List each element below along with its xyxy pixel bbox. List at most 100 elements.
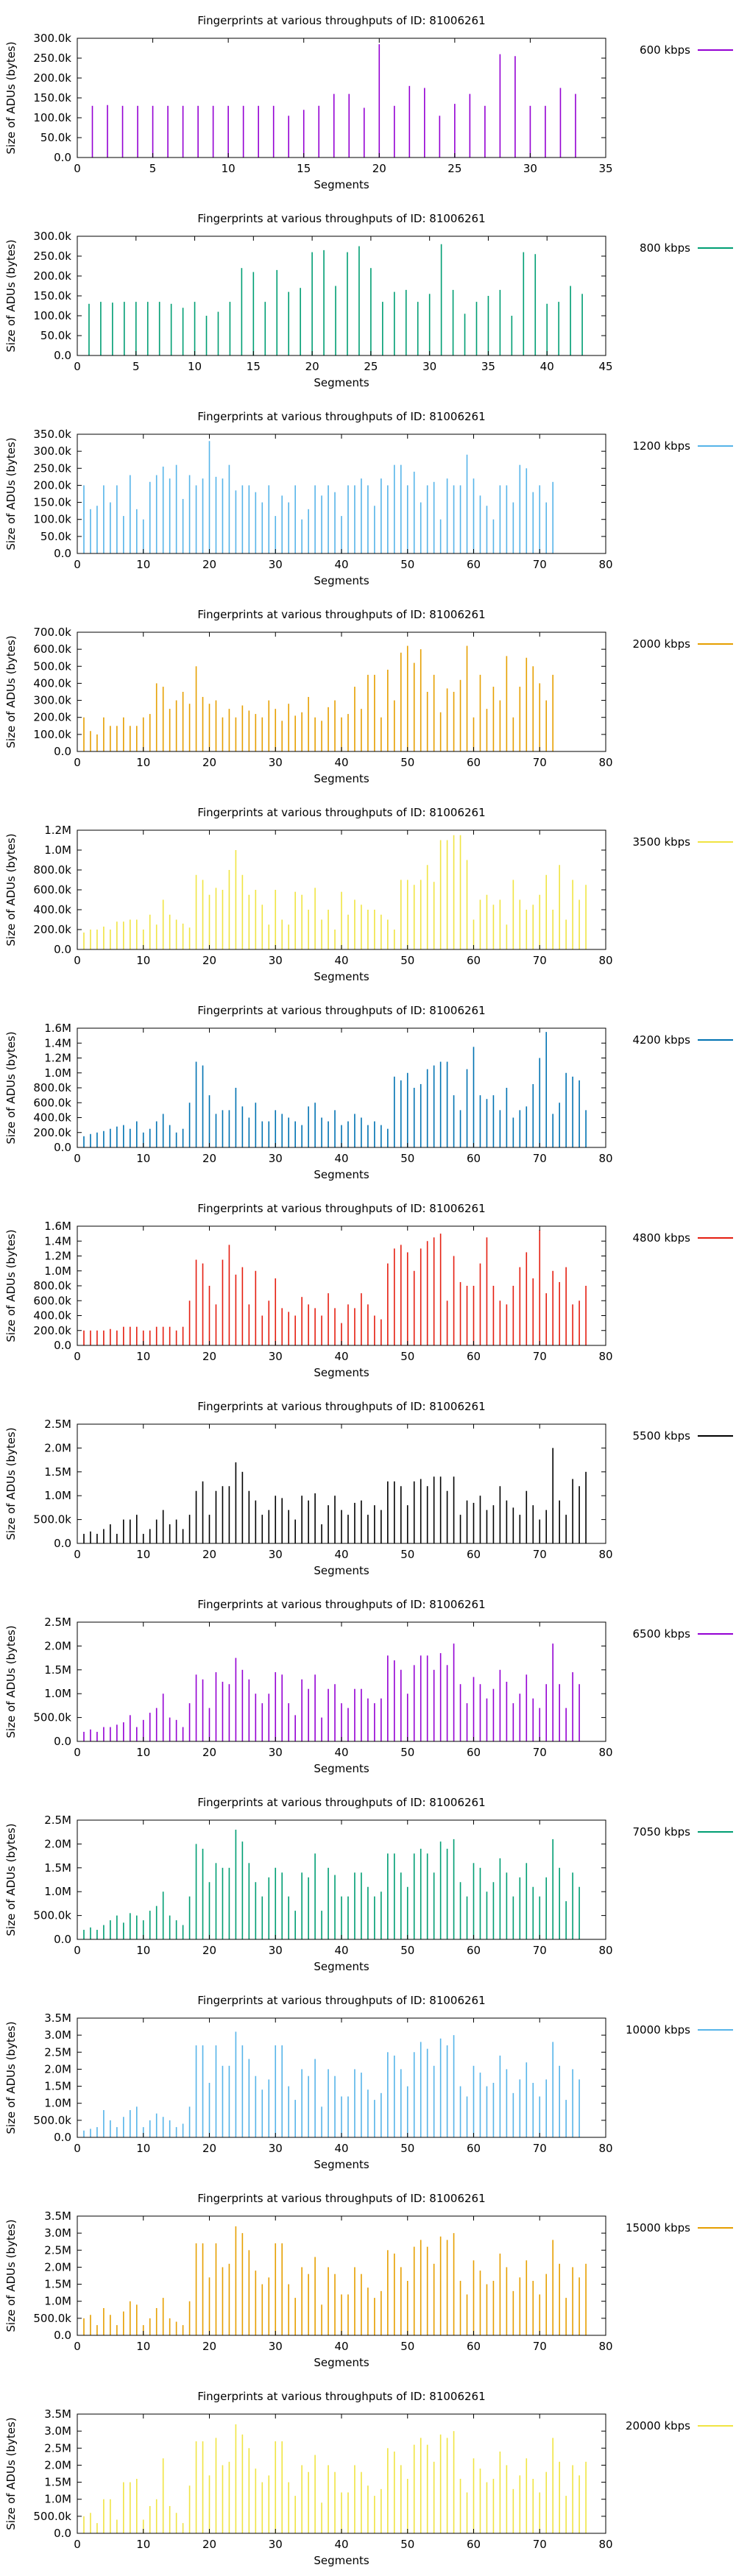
- x-tick-label: 0: [74, 2142, 81, 2155]
- x-tick-label: 50: [400, 1350, 414, 1363]
- y-tick-label: 0.0: [54, 547, 71, 560]
- legend-label: 15000 kbps: [626, 2221, 690, 2234]
- y-axis-label: Size of ADUs (bytes): [4, 1031, 18, 1144]
- y-tick-label: 1.5M: [44, 2476, 71, 2489]
- chart-title: Fingerprints at various throughputs of I…: [197, 410, 485, 423]
- y-tick-label: 50.0k: [40, 530, 71, 543]
- chart-title: Fingerprints at various throughputs of I…: [197, 1004, 485, 1017]
- x-tick-label: 80: [598, 1350, 612, 1363]
- chart-panel: Fingerprints at various throughputs of I…: [0, 1386, 736, 1584]
- y-axis-label: Size of ADUs (bytes): [4, 437, 18, 550]
- x-tick-label: 30: [422, 360, 436, 373]
- y-tick-label: 100.0k: [33, 111, 71, 124]
- legend-label: 5500 kbps: [633, 1429, 691, 1443]
- x-tick-label: 50: [400, 2142, 414, 2155]
- chart-panel: Fingerprints at various throughputs of I…: [0, 0, 736, 198]
- x-tick-label: 15: [297, 162, 311, 175]
- chart-panel: Fingerprints at various throughputs of I…: [0, 2178, 736, 2376]
- x-axis-label: Segments: [314, 574, 369, 587]
- x-tick-label: 10: [136, 756, 150, 769]
- x-tick-label: 30: [269, 1548, 283, 1561]
- x-tick-label: 20: [202, 1548, 216, 1561]
- chart-svg: Fingerprints at various throughputs of I…: [4, 212, 733, 389]
- y-tick-label: 200.0k: [33, 71, 71, 85]
- y-tick-label: 2.0M: [44, 2062, 71, 2076]
- y-tick-label: 0.0: [54, 745, 71, 758]
- chart-title: Fingerprints at various throughputs of I…: [197, 1400, 485, 1413]
- y-tick-label: 500.0k: [33, 1513, 71, 1526]
- y-tick-label: 1.5M: [44, 2278, 71, 2291]
- y-tick-label: 600.0k: [33, 643, 71, 656]
- chart-title: Fingerprints at various throughputs of I…: [197, 1598, 485, 1611]
- y-tick-label: 1.0M: [44, 843, 71, 857]
- x-tick-label: 60: [467, 2538, 481, 2551]
- y-tick-label: 400.0k: [33, 676, 71, 690]
- legend-label: 1200 kbps: [633, 439, 691, 453]
- y-tick-label: 0.0: [54, 943, 71, 956]
- x-tick-label: 10: [136, 558, 150, 571]
- x-tick-label: 0: [74, 1350, 81, 1363]
- chart-title: Fingerprints at various throughputs of I…: [197, 1796, 485, 1809]
- y-tick-label: 1.5M: [44, 2080, 71, 2093]
- x-axis-label: Segments: [314, 1960, 369, 1973]
- y-tick-label: 150.0k: [33, 496, 71, 509]
- x-tick-label: 40: [334, 1548, 348, 1561]
- y-tick-label: 3.0M: [44, 2424, 71, 2438]
- x-tick-label: 0: [74, 2340, 81, 2353]
- x-tick-label: 30: [269, 954, 283, 967]
- y-tick-label: 0.0: [54, 1339, 71, 1352]
- y-tick-label: 1.6M: [44, 1220, 71, 1233]
- y-tick-label: 400.0k: [33, 1309, 71, 1323]
- y-tick-label: 1.0M: [44, 1885, 71, 1898]
- x-tick-label: 30: [269, 2340, 283, 2353]
- plot-frame: [77, 38, 606, 158]
- x-tick-label: 80: [598, 756, 612, 769]
- chart-svg: Fingerprints at various throughputs of I…: [4, 1994, 733, 2171]
- x-tick-label: 10: [136, 1746, 150, 1759]
- x-tick-label: 50: [400, 1944, 414, 1957]
- x-tick-label: 80: [598, 2538, 612, 2551]
- y-tick-label: 0.0: [54, 2329, 71, 2342]
- x-tick-label: 0: [74, 1152, 81, 1165]
- chart-svg: Fingerprints at various throughputs of I…: [4, 1004, 733, 1181]
- y-tick-label: 500.0k: [33, 659, 71, 673]
- x-tick-label: 30: [269, 1746, 283, 1759]
- y-tick-label: 250.0k: [33, 52, 71, 65]
- legend-label: 4200 kbps: [633, 1033, 691, 1047]
- y-tick-label: 1.0M: [44, 1066, 71, 1080]
- x-tick-label: 30: [269, 2538, 283, 2551]
- x-tick-label: 70: [533, 1152, 547, 1165]
- x-tick-label: 50: [400, 1548, 414, 1561]
- x-tick-label: 35: [481, 360, 495, 373]
- y-tick-label: 0.0: [54, 349, 71, 362]
- chart-svg: Fingerprints at various throughputs of I…: [4, 410, 733, 587]
- y-tick-label: 50.0k: [40, 329, 71, 342]
- legend-label: 2000 kbps: [633, 637, 691, 651]
- y-tick-label: 250.0k: [33, 250, 71, 263]
- x-tick-label: 10: [222, 162, 236, 175]
- y-tick-label: 700.0k: [33, 626, 71, 639]
- y-tick-label: 0.0: [54, 2527, 71, 2540]
- x-tick-label: 0: [74, 1746, 81, 1759]
- chart-panel: Fingerprints at various throughputs of I…: [0, 1980, 736, 2178]
- y-tick-label: 500.0k: [33, 2312, 71, 2325]
- x-tick-label: 80: [598, 1152, 612, 1165]
- y-tick-label: 3.5M: [44, 2209, 71, 2223]
- x-tick-label: 50: [400, 1746, 414, 1759]
- x-tick-label: 10: [136, 1350, 150, 1363]
- x-tick-label: 30: [269, 1152, 283, 1165]
- x-tick-label: 20: [202, 1350, 216, 1363]
- y-axis-label: Size of ADUs (bytes): [4, 1427, 18, 1540]
- y-tick-label: 600.0k: [33, 1096, 71, 1109]
- chart-title: Fingerprints at various throughputs of I…: [197, 2390, 485, 2403]
- y-tick-label: 0.0: [54, 1735, 71, 1748]
- y-tick-label: 0.0: [54, 1141, 71, 1154]
- x-axis-label: Segments: [314, 178, 369, 191]
- x-tick-label: 60: [467, 1746, 481, 1759]
- x-tick-label: 10: [136, 2538, 150, 2551]
- y-tick-label: 3.5M: [44, 2011, 71, 2025]
- chart-panel: Fingerprints at various throughputs of I…: [0, 1188, 736, 1386]
- y-tick-label: 200.0k: [33, 1126, 71, 1139]
- x-tick-label: 20: [372, 162, 386, 175]
